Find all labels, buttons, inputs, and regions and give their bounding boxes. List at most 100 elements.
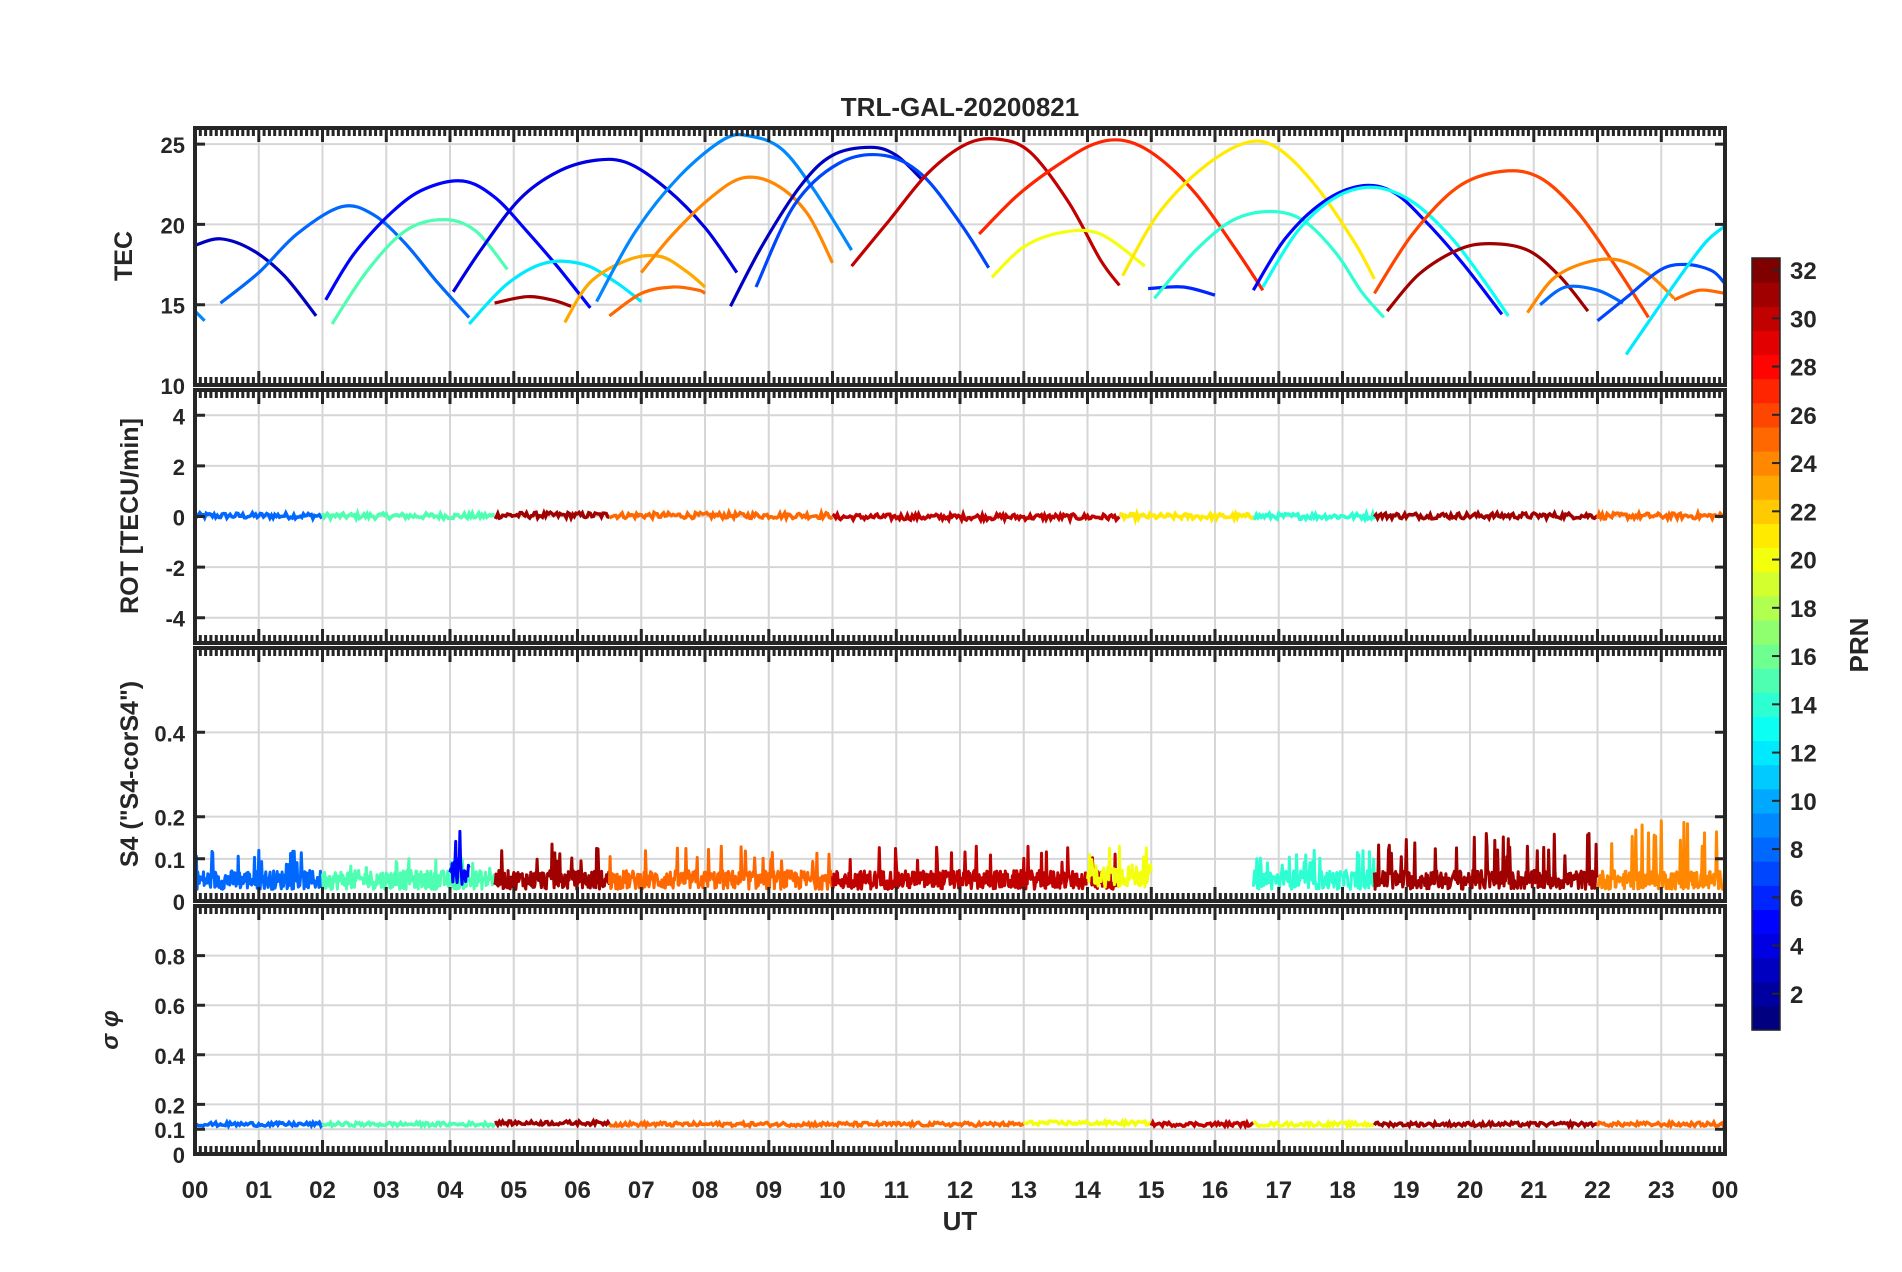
rot-y-tick-label: -2 (165, 556, 185, 581)
rot-series-prn-30 (831, 508, 1121, 526)
colorbar-frame (1751, 257, 1781, 1031)
sigma-lines (195, 1117, 1725, 1131)
x-tick-label: 06 (564, 1177, 591, 1204)
sigma-y-tick-label: 0 (173, 1143, 185, 1168)
x-tick-label: 08 (692, 1177, 719, 1204)
sigma-series-prn-30 (1149, 1118, 1255, 1130)
s4-y-tick-label: 0.2 (154, 806, 185, 831)
tec-lines (195, 132, 1725, 356)
x-tick-label: 20 (1457, 1177, 1484, 1204)
colorbar-band (1752, 716, 1780, 742)
tec-series-prn-3 (729, 145, 923, 308)
colorbar-tick-label: 30 (1790, 306, 1817, 333)
tec-series-prn-5 (324, 179, 592, 309)
colorbar-tick-label: 2 (1790, 982, 1803, 1009)
sigma-y-tick-label: 0.6 (154, 994, 185, 1019)
sigma-series-prn-31 (1372, 1118, 1599, 1131)
colorbar-tick-label: 16 (1790, 644, 1817, 671)
sigma-series-prn-25 (1595, 1118, 1725, 1130)
colorbar-tick-label: 20 (1790, 548, 1817, 575)
tec-series-prn-21 (1121, 139, 1376, 280)
tec-series-prn-20 (990, 228, 1146, 279)
tec-series-prn-23 (563, 253, 707, 324)
colorbar-tick-label: 10 (1790, 789, 1817, 816)
panel-s4: 0 0.1 0.2 0.4 S4 ("S4-corS4") (116, 646, 1727, 915)
colorbar-band (1752, 668, 1780, 693)
colorbar-band (1752, 619, 1780, 645)
tec-series-prn-13 (1261, 185, 1510, 317)
s4-series-prn-31 (493, 842, 611, 891)
rot-lines (195, 507, 1725, 526)
tec-grid (194, 128, 1726, 386)
rot-y-tick-labels: -4 -2 0 2 4 (165, 404, 185, 631)
rot-y-tick-label: 4 (173, 404, 186, 429)
s4-y-tick-label: 0 (173, 890, 185, 915)
tec-series-prn-25 (608, 285, 706, 318)
rot-series-prn-31 (493, 508, 610, 523)
sigma-y-label: σ φ (97, 1010, 124, 1050)
colorbar-band (1752, 1005, 1780, 1031)
colorbar-band (1752, 571, 1780, 597)
tec-y-tick-label: 20 (161, 213, 185, 238)
s4-y-label: S4 ("S4-corS4") (116, 681, 144, 867)
tec-y-tick-label: 10 (161, 374, 185, 399)
sigma-tick-marks (193, 906, 1727, 1156)
colorbar-tick-label: 22 (1790, 499, 1817, 526)
tec-y-tick-label: 15 (161, 294, 185, 319)
colorbar-tick-label: 28 (1790, 355, 1817, 382)
rot-y-tick-label: -4 (165, 607, 185, 632)
x-tick-label: 02 (309, 1177, 336, 1204)
colorbar-tick-label: 6 (1790, 885, 1803, 912)
colorbar-tick-label: 26 (1790, 403, 1817, 430)
x-tick-label: 00 (182, 1177, 209, 1204)
x-tick-label: 22 (1584, 1177, 1611, 1204)
x-axis-label: UT (943, 1206, 978, 1236)
colorbar-band (1752, 861, 1780, 886)
sigma-series-prn-25 (608, 1118, 1025, 1130)
x-tick-label: 16 (1202, 1177, 1229, 1204)
x-tick-label: 19 (1393, 1177, 1420, 1204)
tec-y-tick-labels: 10 15 20 25 (161, 133, 185, 399)
tec-series-prn-12 (467, 259, 643, 326)
rot-y-tick-label: 0 (173, 506, 185, 531)
s4-frame (193, 646, 1727, 903)
colorbar-band (1752, 378, 1780, 404)
colorbar-band (1752, 764, 1780, 790)
panel-rot: -4 -2 0 2 4 ROT [TECU/min] (116, 388, 1727, 645)
colorbar-band (1752, 475, 1780, 500)
rot-y-tick-label: 2 (173, 455, 185, 480)
s4-series-prn-20 (1086, 844, 1153, 889)
tec-series-prn-30 (850, 137, 1121, 287)
colorbar-label: PRN (1844, 618, 1874, 673)
x-tick-label: 21 (1520, 1177, 1547, 1204)
colorbar-tick-label: 18 (1790, 596, 1817, 623)
sigma-series-prn-8 (195, 1118, 324, 1130)
x-tick-label: 09 (755, 1177, 782, 1204)
s4-tick-marks (193, 648, 1727, 903)
colorbar-band (1752, 426, 1780, 452)
s4-series-prn-5 (448, 829, 471, 886)
chart-title: TRL-GAL-20200821 (841, 92, 1079, 122)
s4-series-prn-15 (321, 857, 497, 891)
s4-series-prn-8 (195, 848, 324, 891)
sigma-series-prn-20 (1252, 1118, 1376, 1131)
s4-y-tick-label: 0.1 (154, 848, 185, 873)
tec-y-label: TEC (110, 231, 138, 281)
tec-series-prn-25 (1673, 288, 1725, 302)
sigma-grid (194, 906, 1726, 1155)
colorbar-bands (1752, 258, 1780, 1031)
rot-series-prn-31 (1373, 508, 1599, 524)
colorbar-tick-label: 32 (1790, 258, 1817, 285)
x-tick-label: 10 (819, 1177, 846, 1204)
rot-series-prn-8 (195, 508, 324, 524)
x-tick-labels: 00 01 02 03 04 05 06 07 08 09 10 11 12 13 14 15 16 17 18 19… (182, 1177, 1739, 1204)
x-tick-label: 15 (1138, 1177, 1165, 1204)
tec-series-prn-27 (977, 138, 1265, 292)
s4-y-tick-label: 0.4 (154, 721, 185, 746)
x-tick-label: 23 (1648, 1177, 1675, 1204)
x-tick-label: 03 (373, 1177, 400, 1204)
rot-series-prn-25 (1595, 507, 1725, 524)
tec-series-prn-9 (595, 132, 853, 303)
